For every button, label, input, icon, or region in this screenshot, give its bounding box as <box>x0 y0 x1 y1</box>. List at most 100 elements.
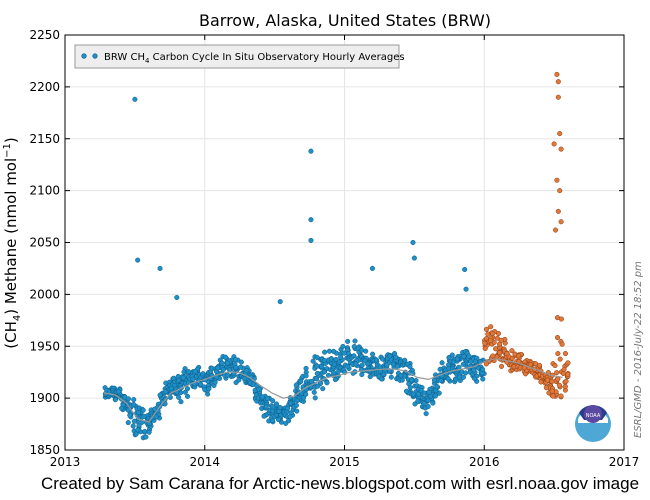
data-point <box>192 368 198 374</box>
data-point <box>309 378 315 385</box>
data-point <box>324 380 330 386</box>
data-point <box>287 414 293 420</box>
data-point <box>543 385 549 391</box>
data-point <box>549 378 555 385</box>
data-point <box>370 351 376 357</box>
series-preliminary <box>482 71 571 400</box>
data-point <box>231 370 237 376</box>
data-point <box>242 376 248 382</box>
y-tick-label: 2000 <box>29 287 60 301</box>
data-point <box>130 423 136 429</box>
data-point <box>180 375 186 381</box>
data-point <box>555 376 561 382</box>
data-point <box>410 239 416 246</box>
data-point <box>466 353 472 359</box>
data-point <box>303 391 309 397</box>
data-point <box>308 237 314 243</box>
data-point <box>388 374 394 380</box>
data-point <box>438 377 444 384</box>
y-tick-label: 1950 <box>29 339 60 353</box>
data-point <box>536 362 543 368</box>
data-point <box>157 392 163 398</box>
data-point <box>488 337 494 344</box>
data-point <box>168 385 174 391</box>
data-point <box>492 346 499 352</box>
data-point <box>212 379 218 385</box>
data-point <box>490 331 496 337</box>
data-point <box>482 346 488 352</box>
data-point <box>463 370 469 376</box>
data-point <box>555 351 561 357</box>
trend-line <box>103 358 563 423</box>
series-in-situ <box>102 96 487 441</box>
data-point <box>482 340 488 346</box>
data-point <box>331 348 337 354</box>
data-point <box>135 427 141 433</box>
data-point <box>227 367 233 373</box>
data-point <box>135 257 141 263</box>
data-point <box>112 397 118 403</box>
data-point <box>127 412 133 418</box>
data-point <box>449 352 455 358</box>
data-point <box>498 363 505 369</box>
data-point <box>394 363 400 369</box>
data-point <box>463 286 469 292</box>
data-point <box>263 404 269 410</box>
data-point <box>410 391 416 397</box>
data-point <box>224 360 231 366</box>
legend-marker <box>92 53 98 59</box>
data-point <box>411 255 417 261</box>
data-point <box>561 366 567 373</box>
data-point <box>326 348 332 354</box>
data-point <box>163 380 169 386</box>
data-point <box>333 356 339 362</box>
x-tick-label: 2013 <box>50 455 81 469</box>
data-point <box>202 386 208 393</box>
data-point <box>320 386 326 392</box>
data-point <box>557 188 563 194</box>
data-point <box>237 364 243 370</box>
y-tick-label: 2100 <box>29 184 60 198</box>
data-point <box>206 386 212 392</box>
data-point <box>146 429 152 435</box>
data-point <box>331 361 337 367</box>
data-point <box>236 377 242 383</box>
data-point <box>152 406 158 412</box>
data-point <box>315 383 321 389</box>
data-point <box>554 370 560 376</box>
data-point <box>439 360 445 366</box>
data-point <box>549 388 555 394</box>
data-point <box>308 148 314 154</box>
y-tick-label: 1850 <box>29 443 60 457</box>
data-point <box>556 382 562 388</box>
data-point <box>310 358 316 364</box>
data-point <box>219 360 225 366</box>
data-point <box>143 434 149 440</box>
data-point <box>222 354 229 360</box>
data-point <box>363 348 369 354</box>
data-point <box>288 400 294 406</box>
data-point <box>293 382 299 388</box>
data-point <box>471 375 478 381</box>
data-point <box>461 353 467 359</box>
data-point <box>176 394 182 400</box>
data-point <box>550 393 556 399</box>
source-note: ESRL/GMD - 2016-July-22 18:52 pm <box>633 261 644 438</box>
data-point <box>558 146 564 152</box>
data-point <box>462 266 468 273</box>
data-point <box>545 377 551 383</box>
data-point <box>132 96 138 102</box>
data-point <box>504 351 510 357</box>
data-point <box>552 227 559 233</box>
data-point <box>298 379 304 385</box>
data-point <box>423 411 429 417</box>
data-point <box>157 265 163 271</box>
data-point <box>498 337 504 343</box>
data-point <box>403 388 410 394</box>
data-point <box>225 372 231 378</box>
data-point <box>554 334 561 341</box>
data-point <box>557 131 563 137</box>
data-point <box>233 365 239 371</box>
data-point <box>353 361 359 367</box>
data-point <box>437 366 443 372</box>
